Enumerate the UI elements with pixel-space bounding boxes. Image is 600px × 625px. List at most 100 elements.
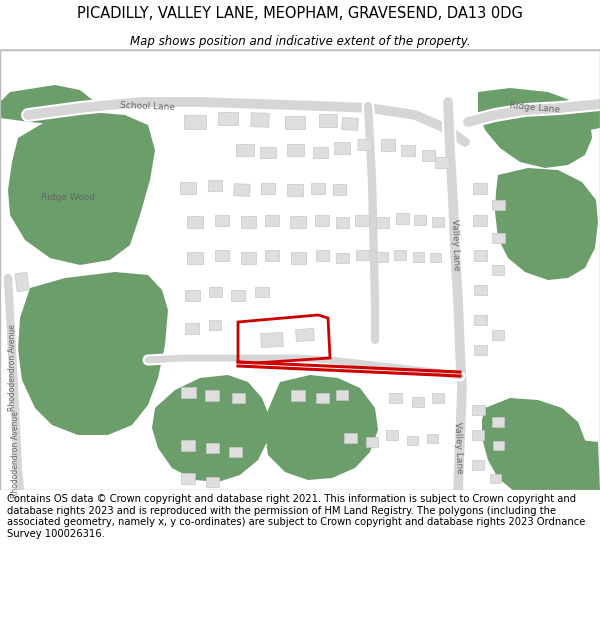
Bar xyxy=(208,179,222,191)
Bar xyxy=(241,252,256,264)
Bar xyxy=(260,332,283,348)
Bar xyxy=(231,289,245,301)
Bar xyxy=(15,272,29,292)
Bar xyxy=(187,252,203,264)
Bar xyxy=(261,182,275,194)
Bar xyxy=(432,217,444,227)
Polygon shape xyxy=(8,112,155,265)
Text: Map shows position and indicative extent of the property.: Map shows position and indicative extent… xyxy=(130,34,470,48)
Bar xyxy=(209,287,221,297)
Bar xyxy=(491,233,505,243)
Bar xyxy=(414,215,426,225)
Bar xyxy=(232,393,245,403)
Bar xyxy=(492,265,504,275)
Bar xyxy=(251,112,269,128)
Polygon shape xyxy=(558,100,600,132)
Bar xyxy=(185,322,199,334)
Bar xyxy=(260,146,276,158)
Bar xyxy=(311,182,325,194)
Bar xyxy=(473,285,487,295)
Bar xyxy=(472,430,484,440)
Bar xyxy=(401,144,415,156)
Bar xyxy=(376,216,389,227)
Bar xyxy=(473,345,487,355)
Text: Ridge Wood: Ridge Wood xyxy=(41,194,95,202)
Bar xyxy=(229,447,241,457)
Bar xyxy=(472,405,485,415)
Polygon shape xyxy=(525,440,600,490)
Bar xyxy=(366,437,378,447)
Bar xyxy=(430,253,440,261)
Bar xyxy=(493,441,503,449)
Bar xyxy=(215,249,229,261)
Bar xyxy=(381,139,395,151)
Bar xyxy=(421,149,434,161)
Bar xyxy=(255,287,269,297)
Text: Valley Lane: Valley Lane xyxy=(449,219,460,271)
Bar xyxy=(316,393,329,403)
Bar xyxy=(234,184,250,196)
Bar xyxy=(335,253,349,263)
Bar xyxy=(334,184,347,196)
Bar xyxy=(319,114,337,126)
Bar xyxy=(205,477,218,487)
Bar xyxy=(492,417,504,427)
Bar xyxy=(490,474,500,482)
Bar xyxy=(205,389,219,401)
Bar xyxy=(472,460,484,470)
Bar xyxy=(335,216,349,227)
Bar xyxy=(181,386,196,398)
Text: Ridge Lane: Ridge Lane xyxy=(509,101,560,115)
Bar xyxy=(376,252,388,262)
Bar xyxy=(296,329,314,341)
Polygon shape xyxy=(152,375,270,482)
Bar xyxy=(180,182,196,194)
Text: School Lane: School Lane xyxy=(121,101,176,111)
Polygon shape xyxy=(478,88,592,168)
Bar xyxy=(291,389,305,401)
Text: Rhododendron Avenue: Rhododendron Avenue xyxy=(8,324,17,411)
Bar xyxy=(386,430,398,440)
Text: Rhododendron Avenue: Rhododendron Avenue xyxy=(11,411,20,499)
Polygon shape xyxy=(265,375,378,480)
Bar xyxy=(287,144,304,156)
Bar xyxy=(185,289,199,301)
Bar xyxy=(427,434,437,442)
Bar xyxy=(218,111,238,124)
Bar xyxy=(336,390,348,400)
Text: Contains OS data © Crown copyright and database right 2021. This information is : Contains OS data © Crown copyright and d… xyxy=(7,494,586,539)
Bar xyxy=(313,146,328,158)
Bar xyxy=(290,252,305,264)
Bar xyxy=(355,250,368,260)
Bar xyxy=(358,139,372,151)
Bar xyxy=(473,249,487,261)
Bar xyxy=(432,393,444,403)
Bar xyxy=(236,144,254,156)
Bar xyxy=(492,330,504,340)
Bar xyxy=(355,214,369,226)
Bar xyxy=(205,443,218,453)
Bar xyxy=(491,200,505,210)
Bar xyxy=(181,472,195,484)
Bar xyxy=(265,214,279,226)
Bar xyxy=(473,315,487,325)
Bar xyxy=(341,118,358,131)
Bar xyxy=(215,214,229,226)
Bar xyxy=(389,393,401,403)
Bar xyxy=(241,216,256,228)
Bar xyxy=(343,433,356,443)
Bar xyxy=(407,436,418,444)
Bar xyxy=(209,320,221,330)
Bar xyxy=(287,184,303,196)
Bar xyxy=(473,214,487,226)
Bar xyxy=(316,249,329,261)
Bar xyxy=(315,214,329,226)
Bar xyxy=(184,115,206,129)
Bar xyxy=(412,397,424,407)
Bar xyxy=(334,142,350,154)
Polygon shape xyxy=(495,168,598,280)
Bar xyxy=(394,250,406,260)
Polygon shape xyxy=(482,398,588,498)
Bar xyxy=(285,116,305,129)
Bar xyxy=(435,156,449,168)
